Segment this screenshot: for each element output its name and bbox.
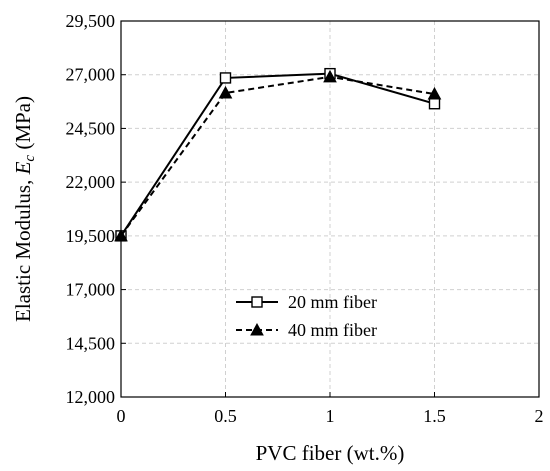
legend-label: 20 mm fiber	[288, 292, 377, 312]
legend-marker	[250, 322, 264, 336]
data-point	[218, 85, 233, 99]
series-1	[115, 67, 441, 242]
data-point	[114, 228, 128, 242]
y-tick-label: 24,500	[66, 118, 116, 138]
y-tick-label: 17,000	[66, 280, 116, 300]
y-axis-title: Elastic Modulus, Ec (MPa)	[11, 96, 38, 322]
x-tick-label: 1.5	[423, 406, 446, 426]
y-tick-label: 14,500	[66, 333, 116, 353]
legend-item: 20 mm fiber	[236, 292, 377, 312]
x-tick-label: 2	[535, 406, 544, 426]
data-point	[219, 72, 232, 84]
y-tick-label: 19,500	[66, 226, 116, 246]
legend-marker	[251, 296, 263, 308]
y-tick-label: 29,500	[66, 11, 116, 31]
legend-label: 40 mm fiber	[288, 320, 377, 340]
series-line	[120, 75, 435, 237]
axis-ticks: 12,000 14,500 17,000 19,500 22,000 24,500 27,0…	[66, 11, 544, 426]
data-point	[428, 98, 441, 110]
legend: 20 mm fiber 40 mm fiber	[236, 292, 377, 340]
y-axis-title-subscript: c	[22, 155, 38, 162]
series-2	[114, 69, 442, 242]
legend-item: 40 mm fiber	[236, 320, 377, 340]
y-tick-label: 22,000	[66, 172, 116, 192]
x-tick-label: 0.5	[214, 406, 237, 426]
x-axis-title: PVC fiber (wt.%)	[256, 441, 405, 465]
series-group	[114, 67, 442, 242]
y-axis-title-suffix: (MPa)	[11, 96, 35, 155]
y-axis-title-prefix: Elastic Modulus,	[11, 174, 35, 322]
data-point	[427, 87, 442, 100]
y-tick-label: 27,000	[66, 65, 116, 85]
y-tick-label: 12,000	[66, 387, 116, 407]
series-line	[120, 72, 435, 237]
data-point	[323, 69, 337, 83]
x-tick-label: 0	[117, 406, 126, 426]
x-tick-label: 1	[326, 406, 335, 426]
y-axis-title-symbol: E	[11, 161, 35, 175]
